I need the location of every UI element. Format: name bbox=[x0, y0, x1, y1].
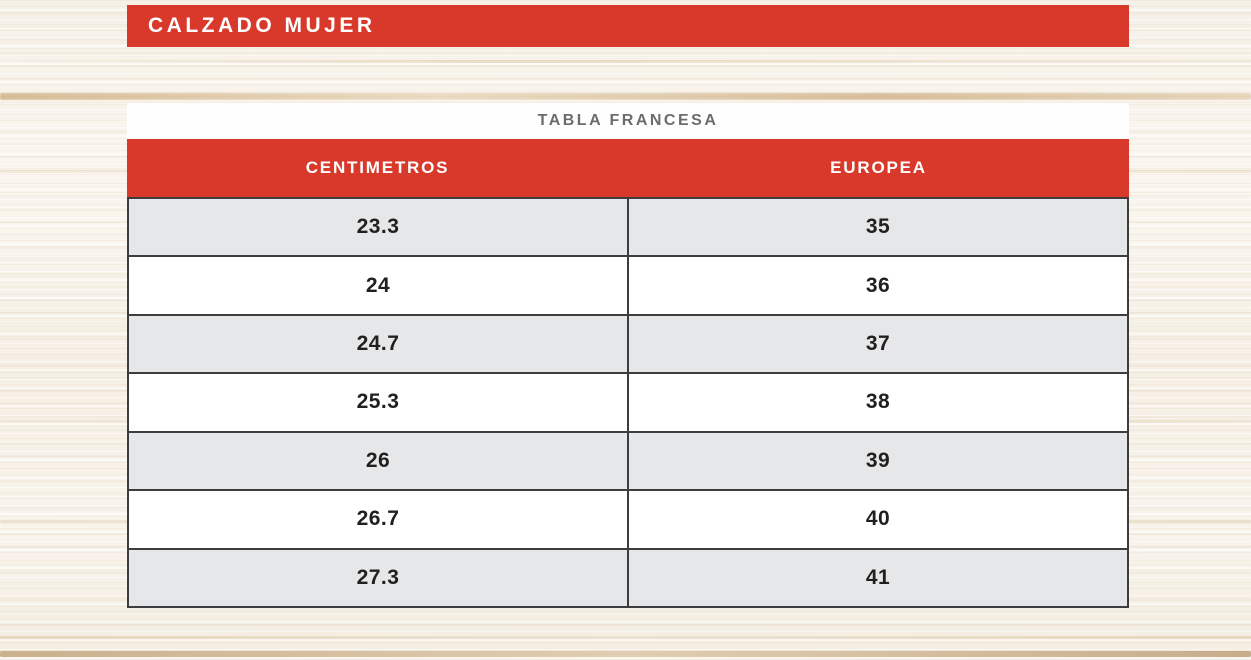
size-table: TABLA FRANCESA CENTIMETROS EUROPEA 23.3 3… bbox=[127, 103, 1129, 608]
cell-europea: 39 bbox=[865, 448, 891, 472]
table-title: TABLA FRANCESA bbox=[127, 103, 1129, 139]
category-banner-label: CALZADO MUJER bbox=[148, 14, 376, 37]
wood-grain-streak bbox=[0, 93, 1251, 100]
cell-centimetros: 24.7 bbox=[129, 315, 629, 373]
cell-centimetros: 27.3 bbox=[129, 549, 629, 606]
column-header-europea: EUROPEA bbox=[830, 158, 927, 177]
table-row: 26 39 bbox=[129, 432, 1127, 492]
table-row: 27.3 41 bbox=[129, 549, 1127, 606]
cell-europea: 38 bbox=[865, 390, 891, 414]
cell-centimetros: 26 bbox=[129, 432, 629, 490]
cell-centimetros: 23.3 bbox=[129, 199, 629, 256]
table-header-row: CENTIMETROS EUROPEA bbox=[127, 139, 1129, 197]
cell-centimetros: 26.7 bbox=[129, 491, 629, 548]
wood-grain-streak bbox=[0, 60, 1251, 63]
table-row: 23.3 35 bbox=[129, 199, 1127, 258]
table-row: 24 36 bbox=[129, 257, 1127, 316]
wood-grain-streak bbox=[0, 636, 1251, 639]
category-banner: CALZADO MUJER bbox=[127, 5, 1129, 47]
cell-europea: 36 bbox=[865, 273, 891, 297]
cell-centimetros: 24 bbox=[129, 257, 629, 314]
cell-europea: 40 bbox=[865, 507, 891, 531]
table-row: 24.7 37 bbox=[129, 315, 1127, 375]
cell-europea: 35 bbox=[865, 215, 891, 239]
cell-europea: 41 bbox=[865, 565, 891, 589]
wood-grain-streak bbox=[0, 651, 1251, 657]
cell-centimetros: 25.3 bbox=[129, 374, 629, 431]
table-body: 23.3 35 24 36 24.7 37 25.3 38 26 39 26.7 40 27.3 41 bbox=[127, 197, 1129, 608]
table-row: 26.7 40 bbox=[129, 491, 1127, 550]
cell-europea: 37 bbox=[865, 332, 891, 356]
table-row: 25.3 38 bbox=[129, 374, 1127, 433]
column-header-centimetros: CENTIMETROS bbox=[305, 158, 450, 177]
